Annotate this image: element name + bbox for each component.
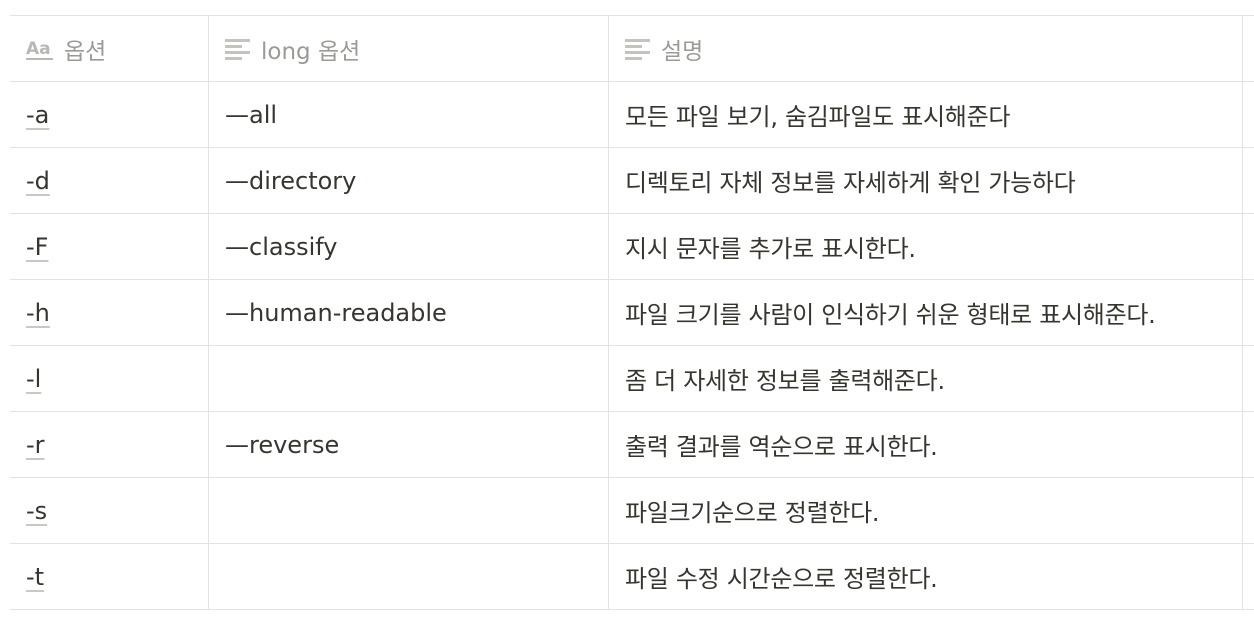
table-row[interactable]: -t 파일 수정 시간순으로 정렬한다. [10,544,1254,610]
table-body: -a —all 모든 파일 보기, 숨김파일도 표시해준다 -d —direct… [10,82,1254,610]
description-cell[interactable]: 파일크기순으로 정렬한다. [609,478,1243,543]
description-cell[interactable]: 파일 수정 시간순으로 정렬한다. [609,544,1243,609]
long-option-cell[interactable]: —directory [209,148,609,213]
row-overflow [1243,544,1254,609]
options-table: Aa 옵션 long 옵션 [10,15,1254,610]
table-row[interactable]: -h —human-readable 파일 크기를 사람이 인식하기 쉬운 형태… [10,280,1254,346]
option-link[interactable]: -l [26,364,42,393]
option-link[interactable]: -h [26,298,50,327]
column-header-description[interactable]: 설명 [609,16,1243,81]
long-option-cell[interactable]: —all [209,82,609,147]
option-link[interactable]: -r [26,430,45,459]
option-cell[interactable]: -a [10,82,209,147]
row-overflow [1243,280,1254,345]
option-cell[interactable]: -h [10,280,209,345]
option-cell[interactable]: -r [10,412,209,477]
text-lines-icon [625,38,651,60]
row-overflow [1243,148,1254,213]
column-header-long-option[interactable]: long 옵션 [209,16,609,81]
row-overflow [1243,82,1254,147]
long-option-cell[interactable] [209,478,609,543]
option-cell[interactable]: -l [10,346,209,411]
table-row[interactable]: -r —reverse 출력 결과를 역순으로 표시한다. [10,412,1254,478]
row-overflow [1243,346,1254,411]
description-cell[interactable]: 출력 결과를 역순으로 표시한다. [609,412,1243,477]
table-header-row: Aa 옵션 long 옵션 [10,16,1254,82]
column-header-label: 옵션 [64,38,107,65]
long-option-cell[interactable]: —human-readable [209,280,609,345]
text-lines-icon [225,38,251,60]
description-cell[interactable]: 지시 문자를 추가로 표시한다. [609,214,1243,279]
row-overflow [1243,478,1254,543]
column-header-label: long 옵션 [261,38,361,65]
column-header-label: 설명 [661,38,704,65]
row-overflow [1243,214,1254,279]
description-cell[interactable]: 좀 더 자세한 정보를 출력해준다. [609,346,1243,411]
table-row[interactable]: -s 파일크기순으로 정렬한다. [10,478,1254,544]
svg-text:Aa: Aa [26,39,51,59]
column-header-option[interactable]: Aa 옵션 [10,16,209,81]
long-option-cell[interactable]: —reverse [209,412,609,477]
option-link[interactable]: -F [26,232,49,261]
table-row[interactable]: -d —directory 디렉토리 자체 정보를 자세하게 확인 가능하다 [10,148,1254,214]
column-overflow [1243,16,1254,81]
description-cell[interactable]: 파일 크기를 사람이 인식하기 쉬운 형태로 표시해준다. [609,280,1243,345]
table-row[interactable]: -l 좀 더 자세한 정보를 출력해준다. [10,346,1254,412]
long-option-cell[interactable] [209,346,609,411]
description-cell[interactable]: 모든 파일 보기, 숨김파일도 표시해준다 [609,82,1243,147]
option-link[interactable]: -d [26,166,50,195]
option-cell[interactable]: -F [10,214,209,279]
description-cell[interactable]: 디렉토리 자체 정보를 자세하게 확인 가능하다 [609,148,1243,213]
option-link[interactable]: -a [26,100,50,129]
long-option-cell[interactable]: —classify [209,214,609,279]
option-cell[interactable]: -t [10,544,209,609]
table-row[interactable]: -F —classify 지시 문자를 추가로 표시한다. [10,214,1254,280]
option-cell[interactable]: -d [10,148,209,213]
table-row[interactable]: -a —all 모든 파일 보기, 숨김파일도 표시해준다 [10,82,1254,148]
option-link[interactable]: -t [26,562,45,591]
option-cell[interactable]: -s [10,478,209,543]
title-text-icon: Aa [26,36,54,62]
option-link[interactable]: -s [26,496,48,525]
row-overflow [1243,412,1254,477]
long-option-cell[interactable] [209,544,609,609]
